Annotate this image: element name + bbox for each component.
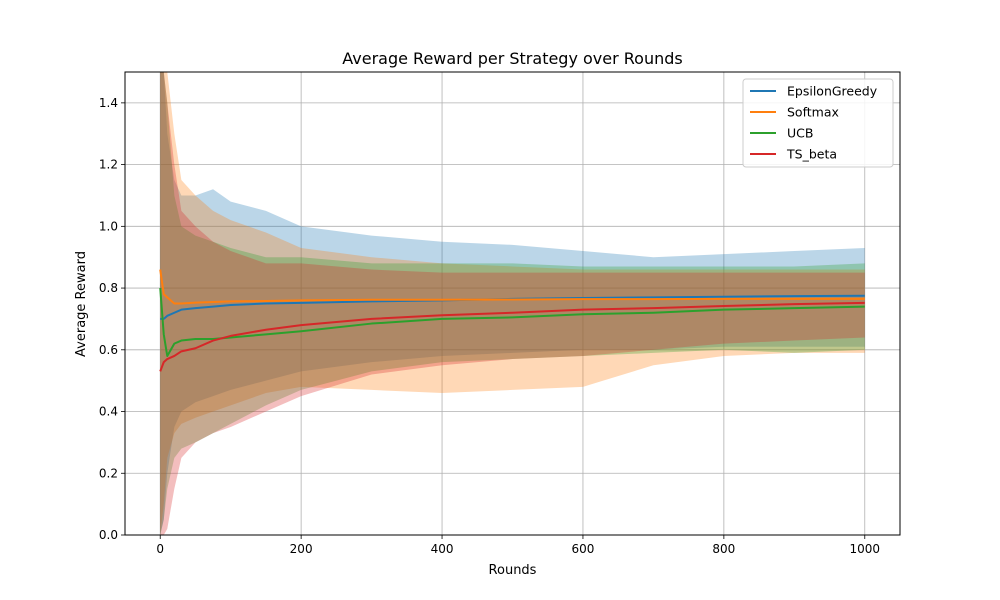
y-tick-label: 1.2 — [99, 158, 118, 172]
y-tick-label: 0.8 — [99, 281, 118, 295]
chart-title: Average Reward per Strategy over Rounds — [342, 49, 683, 68]
legend-box — [742, 78, 894, 168]
band-ucb — [160, 72, 865, 535]
x-tick-label: 0 — [156, 542, 164, 556]
y-axis-ticks: 0.0 0.2 0.4 0.6 0.8 1.0 1.2 1.4 — [99, 96, 125, 542]
legend-label-ts-beta: TS_beta — [786, 147, 837, 162]
band-epsilongreedy — [160, 72, 865, 535]
y-axis-label: Average Reward — [74, 251, 89, 357]
y-tick-label: 0.6 — [99, 343, 118, 357]
line-ts-beta — [159, 301, 865, 372]
legend-label-softmax: Softmax — [787, 105, 839, 120]
x-tick-label: 800 — [712, 542, 735, 556]
line-softmax — [159, 269, 865, 305]
y-tick-label: 1.0 — [99, 219, 118, 233]
x-axis-ticks: 0 200 400 600 800 1000 — [156, 535, 880, 556]
x-tick-label: 200 — [290, 542, 313, 556]
x-axis-label: Rounds — [489, 563, 537, 578]
line-ucb — [159, 287, 865, 357]
legend: EpsilonGreedy Softmax UCB TS_beta — [742, 78, 894, 168]
y-tick-label: 0.0 — [99, 528, 118, 542]
x-tick-label: 600 — [572, 542, 595, 556]
series-lines — [159, 269, 865, 372]
band-softmax — [160, 72, 865, 535]
band-ts-beta — [160, 72, 865, 535]
y-tick-label: 0.4 — [99, 405, 118, 419]
plot-frame — [124, 71, 901, 536]
y-tick-label: 1.4 — [99, 96, 118, 110]
legend-label-ucb: UCB — [787, 126, 813, 141]
line-epsilongreedy — [160, 294, 865, 320]
x-tick-label: 1000 — [849, 542, 880, 556]
y-tick-label: 0.2 — [99, 466, 118, 480]
x-tick-label: 400 — [431, 542, 454, 556]
legend-label-epsilongreedy: EpsilonGreedy — [787, 84, 878, 99]
confidence-bands — [160, 72, 865, 535]
